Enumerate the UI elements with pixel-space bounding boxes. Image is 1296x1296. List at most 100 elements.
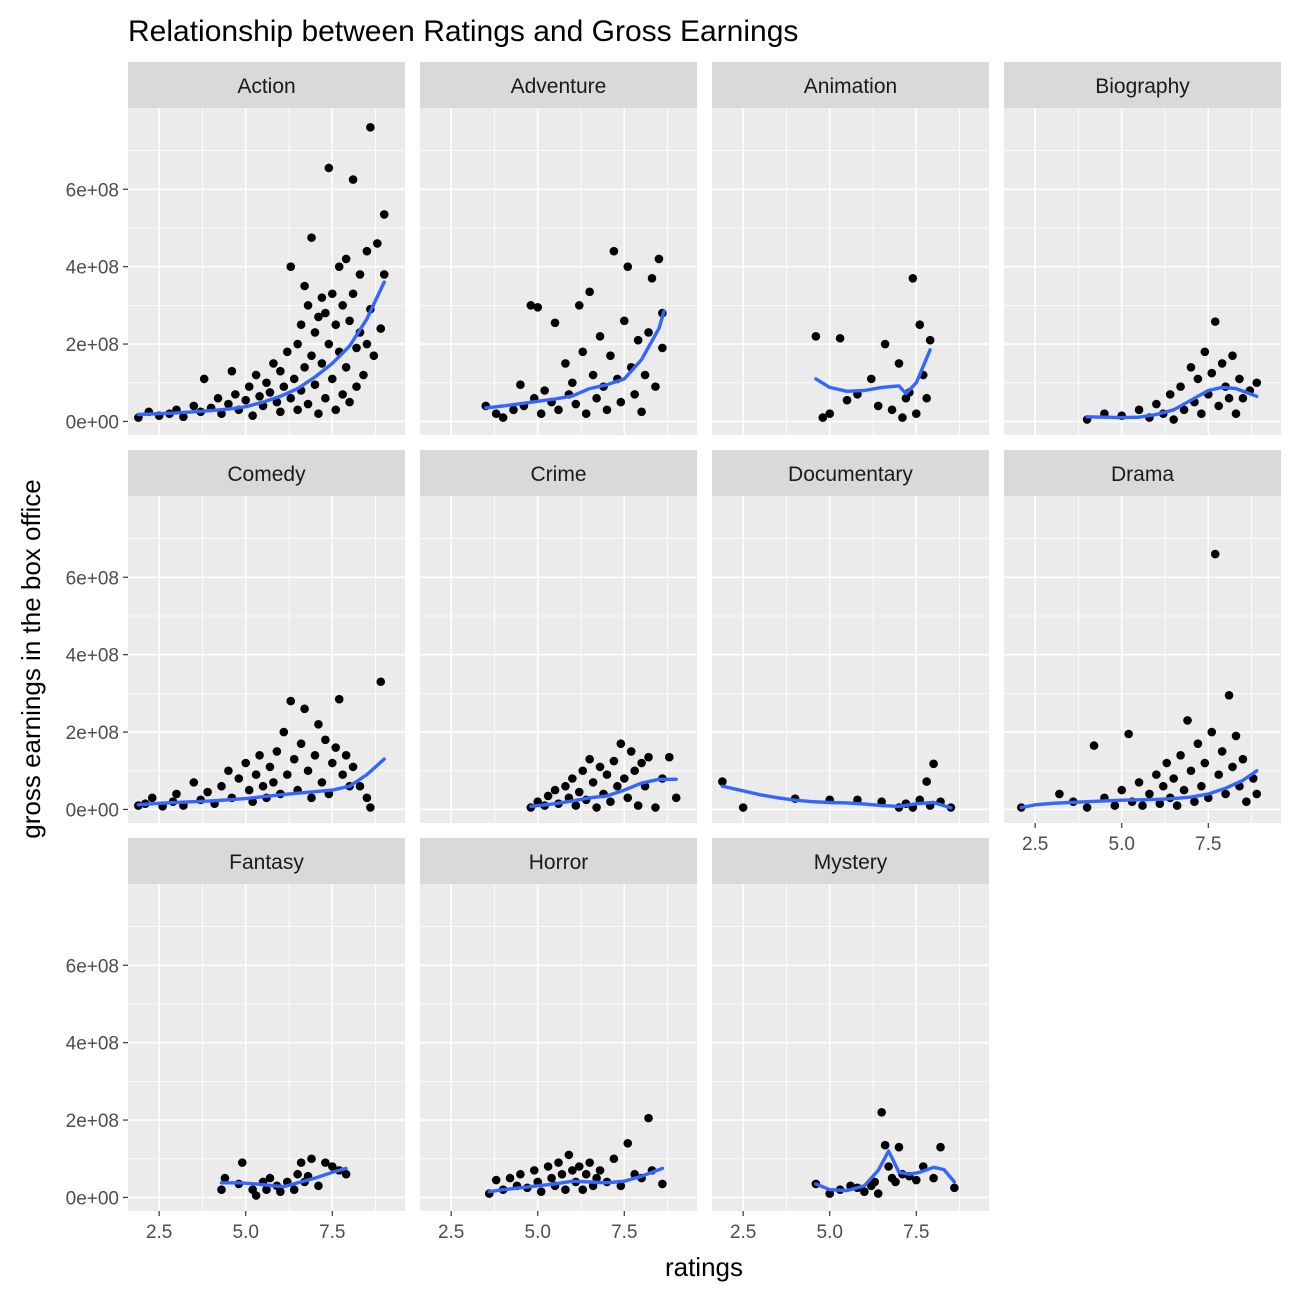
data-point [561,359,570,368]
data-point [738,803,748,812]
strip-label: Comedy [227,463,306,486]
data-point [922,393,931,403]
data-point [1082,803,1092,812]
data-point [303,399,313,409]
data-point [718,777,727,786]
data-point [262,1185,271,1195]
data-point [199,374,209,384]
strip-label: Animation [804,75,897,98]
data-point [585,1158,594,1167]
data-point [536,409,546,419]
data-point [825,409,835,419]
y-tick-label: 0e+00 [66,1188,119,1209]
data-point [272,747,282,756]
data-point [1162,758,1172,768]
data-point [373,239,382,248]
panel-background [128,884,405,1211]
data-point [279,727,289,737]
x-tick-label: 5.0 [1109,834,1135,855]
y-tick-label: 2e+08 [66,335,119,356]
data-point [1224,393,1234,403]
data-point [1055,789,1064,799]
data-point [241,758,251,768]
data-point [860,1187,869,1196]
data-point [362,793,372,803]
data-point [348,289,358,299]
y-tick-label: 4e+08 [66,1034,119,1055]
data-point [623,262,633,271]
data-point [880,339,890,349]
data-point [644,1113,653,1123]
facet-comedy: Comedy 0e+00 2e+08 4e+08 6e+08 [66,450,405,823]
data-point [338,770,347,779]
data-point [1117,785,1127,795]
data-point [296,739,306,748]
data-point [578,1185,588,1195]
data-point [147,793,157,803]
data-point [366,123,375,132]
smooth-line [1019,769,1259,810]
data-point [509,405,518,415]
data-point [234,774,244,783]
data-point [911,409,921,419]
data-point [324,339,334,349]
data-point [289,754,299,764]
data-point [1197,409,1206,419]
data-point [1235,374,1244,384]
data-point [1169,415,1178,424]
strip-background [1004,62,1281,108]
data-point [269,359,278,368]
data-point [613,781,622,791]
data-point [172,789,181,799]
data-point [533,302,543,312]
data-point [550,785,560,795]
data-point [303,766,313,776]
data-point [362,246,372,256]
data-point [1158,781,1168,791]
data-point [835,333,845,343]
data-point [300,704,309,714]
data-point [873,1189,883,1198]
data-point [616,739,626,748]
x-tick-label: 7.5 [611,1222,637,1243]
data-point [307,1154,316,1164]
strip-background [128,62,405,108]
panel-background [712,108,989,435]
data-point [289,374,299,384]
data-point [595,332,605,341]
data-point [561,1185,570,1195]
data-point [1138,801,1147,810]
data-point [1134,778,1144,787]
data-point [366,803,375,812]
data-point [348,762,358,772]
data-point [179,412,188,422]
data-point [873,401,883,411]
strip-label: Crime [531,463,587,486]
data-point [595,762,605,772]
data-point [189,778,199,787]
data-point [606,797,615,807]
data-point [811,332,821,341]
data-point [1186,766,1196,776]
data-point [220,1173,230,1183]
data-point [866,374,876,384]
smooth-line [1085,385,1259,420]
data-point [1210,317,1220,326]
data-point [516,1169,525,1179]
data-point [671,793,681,803]
data-point [352,382,361,391]
data-point [359,370,368,380]
strip-label: Adventure [511,75,607,98]
data-point [321,308,330,318]
y-tick-label: 2e+08 [66,723,119,744]
data-point [1155,799,1165,808]
data-point [379,210,389,219]
data-point [880,1140,890,1150]
smooth-line [814,348,932,396]
data-point [334,262,344,271]
data-point [1207,727,1217,737]
data-point [276,366,285,376]
data-point [651,382,660,391]
data-point [602,770,612,779]
data-point [293,339,302,349]
